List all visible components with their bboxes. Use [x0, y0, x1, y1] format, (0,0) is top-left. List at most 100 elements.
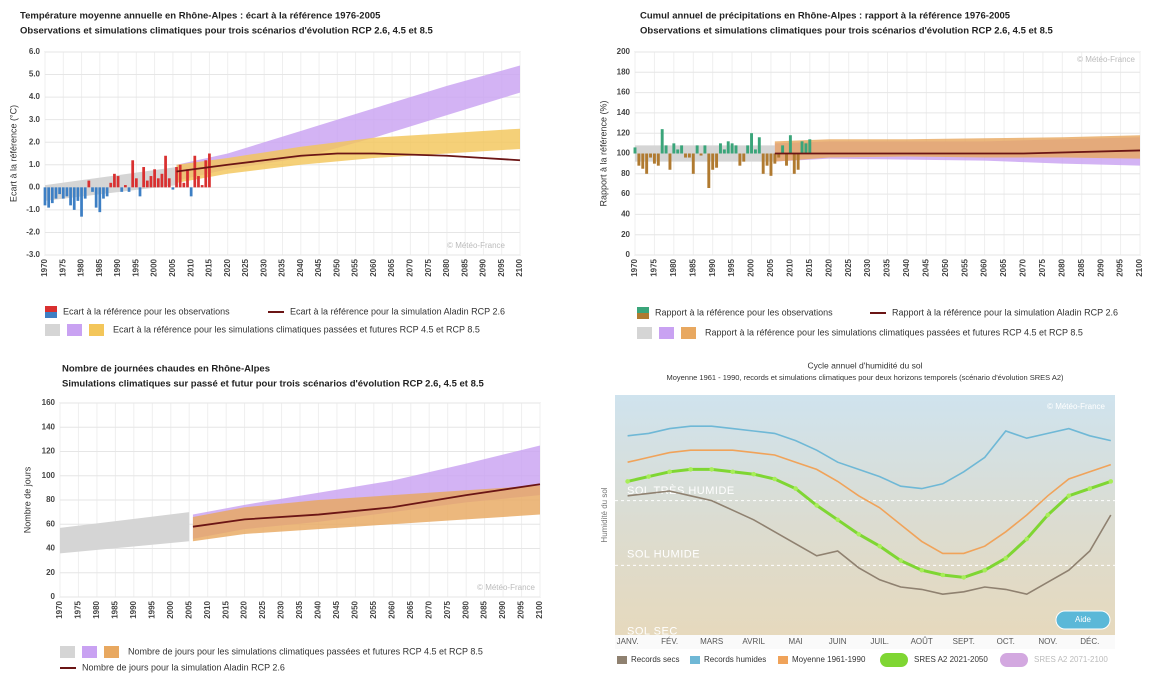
- legend-swatch: [659, 327, 674, 339]
- x-tick-label: AVRIL: [742, 637, 765, 646]
- x-tick-label: 2050: [941, 258, 950, 276]
- x-tick-label: 2025: [241, 258, 250, 276]
- zone-label: SOL TRÈS HUMIDE: [627, 484, 735, 497]
- x-tick-label: JUIN: [829, 637, 847, 646]
- bar: [804, 143, 808, 154]
- bar: [765, 153, 769, 166]
- x-tick-label: 1970: [55, 600, 64, 618]
- point: [961, 575, 967, 580]
- legend-label: Nombre de jours pour la simulation Aladi…: [82, 662, 285, 672]
- x-tick-label: 2095: [1116, 258, 1125, 276]
- bar: [672, 143, 676, 154]
- bar: [58, 187, 61, 195]
- bar: [707, 153, 711, 189]
- bar: [676, 149, 680, 154]
- point: [625, 479, 630, 484]
- legend-label: Ecart à la référence pour la simulation …: [290, 306, 505, 316]
- bar: [722, 149, 726, 154]
- legend-label: SRES A2 2021-2050: [914, 655, 988, 664]
- bar: [156, 178, 160, 188]
- point: [1003, 555, 1009, 561]
- point: [835, 517, 840, 523]
- y-tick-label: 120: [617, 128, 631, 137]
- legend-label: Rapport à la référence pour les simulati…: [705, 327, 1083, 337]
- bar: [164, 155, 167, 188]
- y-tick-label: 1.0: [29, 160, 41, 169]
- bar: [167, 178, 171, 188]
- bar: [645, 153, 649, 174]
- bar: [105, 187, 109, 197]
- x-tick-label: MARS: [700, 637, 723, 646]
- y-tick-label: 0.0: [29, 182, 41, 191]
- x-tick-label: 2100: [535, 600, 544, 618]
- x-tick-label: 2015: [221, 600, 230, 618]
- bar: [668, 153, 672, 170]
- point: [898, 558, 904, 563]
- bar: [742, 153, 746, 162]
- x-tick-label: 2015: [805, 258, 814, 276]
- x-tick-label: DÉC.: [1080, 637, 1099, 646]
- bar: [138, 187, 142, 197]
- y-tick-label: 160: [617, 88, 631, 97]
- bar: [178, 164, 182, 188]
- bar: [102, 187, 105, 199]
- x-tick-label: 2085: [460, 258, 469, 276]
- x-tick-label: 2090: [498, 600, 507, 618]
- x-tick-label: 2045: [332, 600, 341, 618]
- bar: [753, 149, 757, 154]
- bar: [43, 187, 47, 206]
- y-tick-label: -1.0: [26, 205, 40, 214]
- bar: [200, 185, 204, 188]
- bar: [54, 187, 58, 199]
- bar: [197, 176, 200, 188]
- y-tick-label: 100: [42, 471, 56, 480]
- x-tick-label: 2050: [350, 600, 359, 618]
- legend-swatch: [45, 312, 57, 318]
- legend-label: Ecart à la référence pour les observatio…: [63, 306, 230, 316]
- x-tick-label: 2010: [186, 258, 195, 276]
- x-tick-label: 1990: [708, 258, 717, 276]
- x-tick-label: 2070: [424, 600, 433, 618]
- point: [772, 476, 777, 482]
- legend-swatch: [60, 646, 75, 658]
- x-tick-label: 2080: [461, 600, 470, 618]
- bar: [72, 187, 76, 210]
- x-tick-label: 2010: [203, 600, 212, 618]
- bar: [703, 145, 707, 154]
- bar: [127, 187, 131, 192]
- bar: [711, 153, 715, 170]
- bar: [91, 187, 94, 192]
- bar: [160, 173, 164, 188]
- bar: [65, 187, 69, 197]
- y-tick-label: 80: [621, 169, 630, 178]
- x-tick-label: 2005: [766, 258, 775, 276]
- x-tick-label: 2025: [844, 258, 853, 276]
- help-button[interactable]: Aide: [1055, 610, 1111, 630]
- bar: [98, 187, 102, 213]
- x-tick-label: 2020: [240, 600, 249, 618]
- x-tick-label: 1995: [131, 258, 140, 276]
- legend-swatch: [45, 324, 60, 336]
- band: [774, 135, 1140, 162]
- point: [1066, 493, 1072, 499]
- x-tick-label: 2095: [517, 600, 526, 618]
- bar: [633, 147, 637, 154]
- legend-swatch: [681, 327, 696, 339]
- bar: [80, 187, 83, 217]
- point: [940, 572, 946, 578]
- plot-background: [615, 395, 1115, 635]
- bar: [656, 153, 660, 166]
- bar: [120, 187, 124, 192]
- line: [774, 149, 1141, 155]
- bar: [730, 143, 734, 154]
- bar: [715, 153, 719, 168]
- y-tick-label: 20: [621, 230, 630, 239]
- legend-swatch: [67, 324, 82, 336]
- x-tick-label: 2075: [1038, 258, 1047, 276]
- legend-label: Rapport à la référence pour la simulatio…: [892, 307, 1118, 317]
- x-tick-label: AOÛT: [911, 637, 933, 646]
- bar: [788, 135, 792, 154]
- bar: [684, 153, 687, 158]
- legend-swatch: [690, 656, 700, 664]
